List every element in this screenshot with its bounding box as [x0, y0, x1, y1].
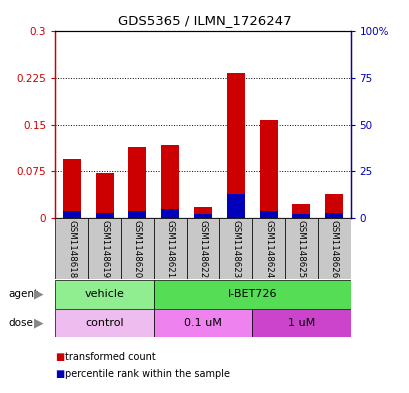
Bar	[63, 159, 81, 218]
Text: GDS5365 / ILMN_1726247: GDS5365 / ILMN_1726247	[118, 14, 291, 27]
Text: percentile rank within the sample: percentile rank within the sample	[65, 369, 229, 379]
Text: 1 uM: 1 uM	[287, 318, 314, 328]
Bar	[324, 195, 342, 218]
Bar	[161, 145, 179, 218]
Bar	[55, 218, 88, 279]
Text: agent: agent	[8, 289, 38, 299]
Text: ■: ■	[55, 369, 65, 379]
Bar	[95, 213, 113, 218]
Bar	[121, 218, 153, 279]
Bar	[128, 211, 146, 218]
Bar	[193, 215, 211, 218]
Text: GSM1148620: GSM1148620	[133, 220, 142, 278]
Bar	[252, 218, 284, 279]
Bar	[284, 218, 317, 279]
Text: GSM1148623: GSM1148623	[231, 220, 240, 278]
Bar	[292, 204, 310, 218]
Text: ■: ■	[55, 352, 65, 362]
Bar	[317, 218, 350, 279]
Text: ▶: ▶	[34, 316, 44, 330]
Bar	[153, 280, 350, 309]
Text: GSM1148618: GSM1148618	[67, 220, 76, 278]
Text: transformed count: transformed count	[65, 352, 155, 362]
Bar	[55, 280, 153, 309]
Bar	[88, 218, 121, 279]
Text: GSM1148625: GSM1148625	[296, 220, 305, 278]
Bar	[193, 207, 211, 218]
Bar	[55, 309, 153, 337]
Text: 0.1 uM: 0.1 uM	[184, 318, 221, 328]
Bar	[259, 211, 277, 218]
Text: control: control	[85, 318, 124, 328]
Bar	[153, 309, 252, 337]
Bar	[153, 218, 186, 279]
Bar	[63, 211, 81, 218]
Bar	[252, 309, 350, 337]
Text: vehicle: vehicle	[84, 289, 124, 299]
Bar	[259, 120, 277, 218]
Text: ▶: ▶	[34, 287, 44, 301]
Bar	[95, 173, 113, 218]
Text: GSM1148621: GSM1148621	[165, 220, 174, 278]
Text: GSM1148622: GSM1148622	[198, 220, 207, 278]
Bar	[226, 73, 244, 218]
Text: I-BET726: I-BET726	[227, 289, 276, 299]
Text: GSM1148624: GSM1148624	[263, 220, 272, 278]
Bar	[161, 209, 179, 218]
Bar	[292, 215, 310, 218]
Bar	[226, 194, 244, 218]
Bar	[128, 147, 146, 218]
Text: dose: dose	[8, 318, 33, 328]
Text: GSM1148626: GSM1148626	[329, 220, 338, 278]
Text: GSM1148619: GSM1148619	[100, 220, 109, 278]
Bar	[186, 218, 219, 279]
Bar	[219, 218, 252, 279]
Bar	[324, 213, 342, 218]
